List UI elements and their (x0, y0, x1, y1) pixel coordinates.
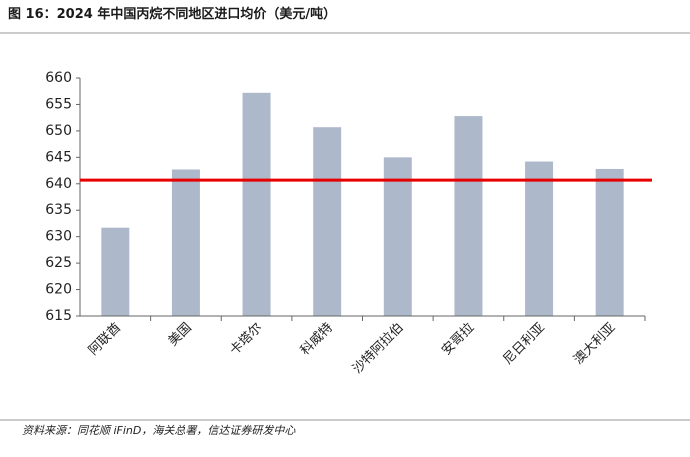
x-tick-label: 沙特阿拉伯 (350, 320, 407, 377)
y-tick-label: 640 (45, 176, 72, 192)
bar (454, 116, 483, 316)
x-tick-label: 阿联酋 (85, 320, 124, 359)
bar (595, 168, 624, 316)
y-tick-label: 650 (45, 123, 72, 139)
x-tick-label: 科威特 (298, 320, 336, 358)
y-tick-label: 660 (45, 70, 72, 86)
bar (171, 169, 200, 316)
source: 资料来源：同花顺 iFinD，海关总署，信达证券研发中心 (22, 424, 296, 437)
chart-title: 图 16：2024 年中国丙烷不同地区进口均价（美元/吨） (8, 6, 336, 22)
x-tick-label: 卡塔尔 (227, 320, 265, 358)
x-tick-label: 澳大利亚 (570, 320, 618, 368)
y-tick-label: 655 (45, 96, 72, 112)
x-tick-label: 尼日利亚 (501, 320, 548, 367)
bar (101, 227, 130, 316)
bar (313, 127, 342, 316)
x-tick-label: 美国 (166, 320, 195, 349)
y-tick-label: 620 (45, 282, 72, 298)
y-tick-label: 635 (45, 202, 72, 218)
y-tick-label: 625 (45, 255, 72, 271)
bar (242, 92, 271, 316)
y-tick-label: 630 (45, 229, 72, 245)
y-tick-label: 645 (45, 149, 72, 165)
bar (525, 161, 554, 316)
x-tick-label: 安哥拉 (439, 320, 477, 358)
y-tick-label: 615 (45, 308, 72, 324)
bar (383, 157, 412, 316)
